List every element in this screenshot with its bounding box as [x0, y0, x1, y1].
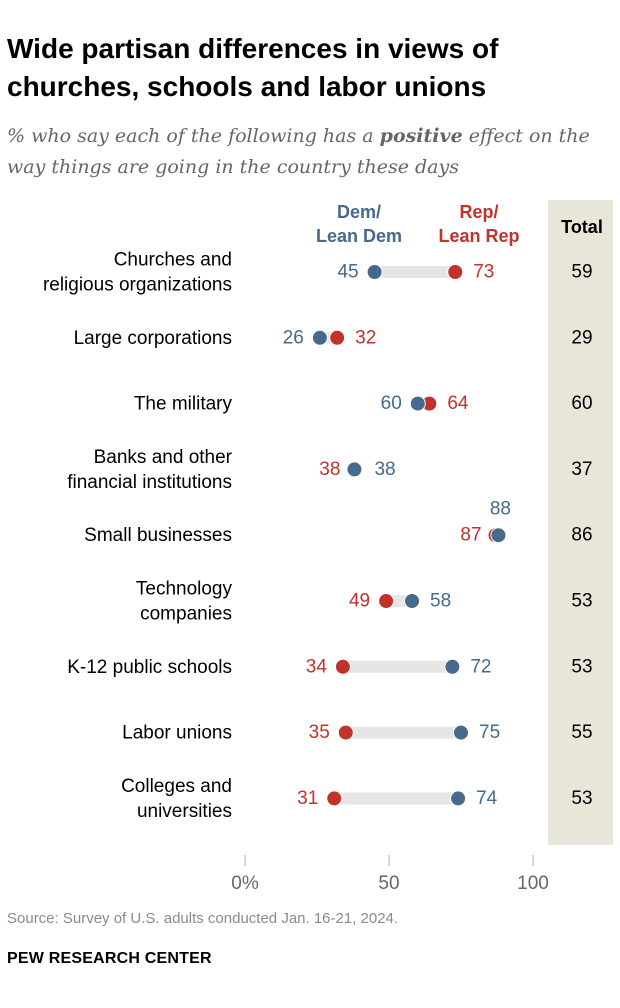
total-value: 29: [571, 327, 592, 348]
dem-dot: [444, 658, 461, 675]
dem-value-label: 58: [430, 591, 451, 612]
dem-dot: [311, 329, 328, 346]
rep-dot: [447, 264, 464, 280]
rep-value-label: 35: [309, 722, 330, 743]
chart-row: The military 60 64 60: [134, 393, 593, 415]
category-label: Technology companies: [136, 579, 233, 625]
chart-rows: Churches and religious organizations 45 73 5…: [43, 250, 593, 822]
rep-value-label: 49: [349, 591, 370, 612]
rep-dot: [337, 724, 354, 741]
category-label: Churches and religious organizations: [43, 250, 232, 296]
legend-total-header: Total: [561, 217, 603, 237]
legend-rep-line2: Lean Rep: [438, 226, 519, 246]
rep-value-label: 87: [460, 525, 481, 546]
dem-value-label: 45: [337, 262, 358, 283]
chart-title: Wide partisan differences in views of ch…: [7, 33, 499, 102]
chart-row: Small businesses 87 88 86: [84, 499, 592, 547]
legend-dem-line2: Lean Dem: [316, 226, 402, 246]
category-label-line: K-12 public schools: [67, 657, 232, 678]
legend-rep-line1: Rep/: [459, 202, 498, 222]
category-label: Small businesses: [84, 525, 232, 546]
total-value: 53: [571, 656, 592, 677]
total-value: 59: [571, 262, 592, 283]
dem-value-label: 72: [470, 656, 491, 677]
rep-value-label: 31: [297, 788, 318, 809]
chart-subtitle: % who say each of the following has a po…: [7, 121, 617, 183]
category-label-line: financial institutions: [67, 472, 232, 493]
total-value: 37: [571, 459, 592, 480]
category-label-line: Banks and other: [94, 447, 233, 468]
rep-value-label: 32: [355, 327, 376, 348]
dem-dot: [450, 790, 467, 807]
dem-value-label: 75: [479, 722, 500, 743]
rep-value-label: 73: [473, 262, 494, 283]
category-label: Large corporations: [74, 328, 232, 349]
total-value: 53: [571, 591, 592, 612]
dem-value-label: 26: [283, 327, 304, 348]
dem-dot: [346, 461, 363, 478]
dem-value-label: 38: [374, 459, 395, 480]
rep-dot: [334, 658, 351, 675]
category-label-line: universities: [137, 801, 232, 822]
category-label-line: Colleges and: [121, 776, 232, 797]
subtitle-emphasis: positive: [379, 125, 463, 147]
category-label: Labor unions: [122, 723, 232, 744]
dem-dot: [366, 264, 383, 280]
category-label: The military: [134, 394, 233, 415]
category-label: K-12 public schools: [67, 657, 232, 678]
category-label-line: Churches and: [114, 250, 232, 271]
subtitle-pre: % who say each of the following has a: [7, 125, 380, 147]
chart-row: Labor unions 35 75 55: [122, 722, 592, 744]
x-tick-label: 100: [517, 873, 549, 894]
rep-value-label: 34: [306, 656, 328, 677]
legend-dem-line1: Dem/: [337, 202, 381, 222]
rep-value-label: 38: [319, 459, 340, 480]
source-note: Source: Survey of U.S. adults conducted …: [7, 910, 399, 927]
x-axis: 0% 50 100: [231, 855, 549, 894]
dem-dot: [453, 724, 469, 741]
rep-value-label: 64: [447, 393, 469, 414]
dem-dot: [404, 593, 421, 609]
category-label-line: companies: [140, 604, 232, 625]
total-value: 60: [571, 393, 592, 414]
category-label: Banks and other financial institutions: [67, 447, 232, 493]
category-label-line: Large corporations: [74, 328, 232, 349]
total-column-background: [548, 200, 613, 845]
dem-value-label: 74: [476, 788, 498, 809]
subtitle-post: effect on the way things are going in th…: [7, 125, 590, 178]
dot-plot-chart: Dem/ Lean Dem Rep/ Lean Rep Total Church…: [43, 200, 613, 894]
dem-value-label: 88: [490, 499, 511, 520]
rep-dot: [326, 790, 343, 807]
chart-row: Banks and other financial institutions 38 3…: [67, 447, 592, 493]
category-label: Colleges and universities: [121, 776, 232, 822]
dem-dot: [490, 527, 507, 544]
dem-value-label: 60: [381, 393, 402, 414]
chart-row: Large corporations 26 32 29: [74, 327, 593, 349]
chart-row: Technology companies 49 58 53: [136, 579, 593, 625]
total-value: 53: [571, 788, 592, 809]
category-label-line: Small businesses: [84, 525, 232, 546]
category-label-line: The military: [134, 394, 233, 415]
chart-row: K-12 public schools 34 72 53: [67, 656, 592, 678]
total-value: 86: [571, 525, 592, 546]
chart-row: Colleges and universities 31 74 53: [121, 776, 592, 822]
category-label-line: Labor unions: [122, 723, 232, 744]
x-tick-label: 0%: [231, 873, 259, 894]
chart-row: Churches and religious organizations 45 73 5…: [43, 250, 593, 296]
category-label-line: religious organizations: [43, 275, 232, 296]
category-label-line: Technology: [136, 579, 233, 600]
total-value: 55: [571, 722, 592, 743]
rep-dot: [329, 329, 346, 346]
x-tick-label: 50: [378, 873, 399, 894]
brand-footer: PEW RESEARCH CENTER: [7, 950, 212, 967]
dem-dot: [409, 395, 426, 412]
rep-dot: [378, 593, 395, 609]
